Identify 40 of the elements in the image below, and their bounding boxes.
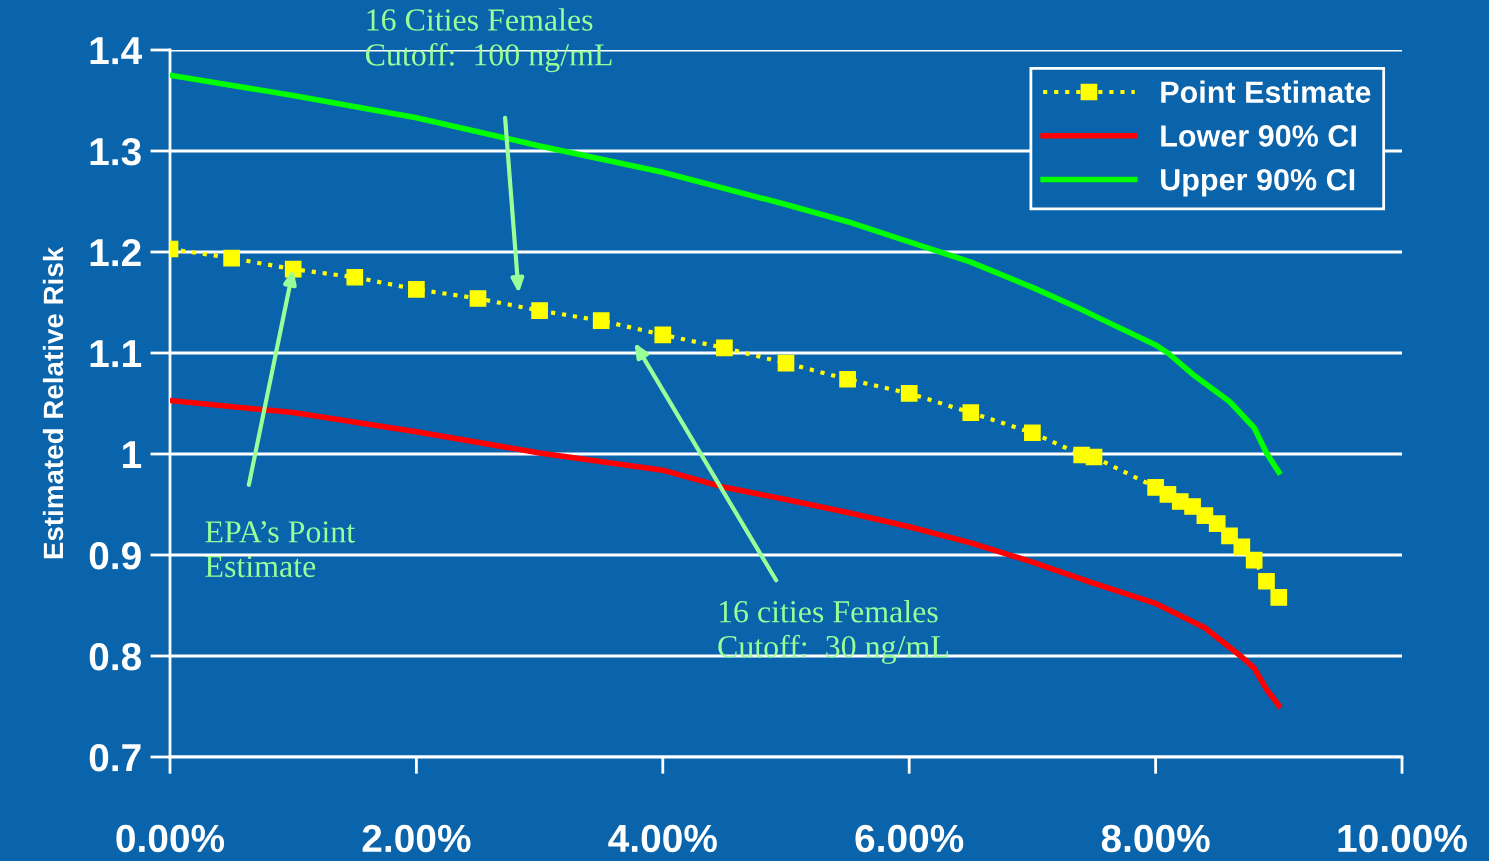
y-axis-title: Estimated Relative Risk (42, 246, 64, 559)
y-tick-label: 1.2 (90, 238, 141, 267)
point (777, 354, 795, 372)
point (408, 281, 425, 298)
point (592, 312, 610, 330)
legend-label: Point Estimate (1161, 80, 1371, 103)
point (654, 326, 672, 344)
point (1221, 527, 1238, 545)
x-tick-label: 8.00% (1101, 824, 1210, 853)
point (900, 385, 918, 402)
y-tick-label: 0.9 (89, 541, 141, 570)
y-tick-label: 1.1 (90, 340, 142, 368)
point (469, 290, 487, 307)
x-tick-label: 4.00% (608, 824, 717, 853)
point (1184, 498, 1201, 515)
point (1085, 448, 1103, 466)
y-tick-label: 0.7 (89, 743, 141, 772)
x-tick-label: 6.00% (855, 824, 964, 853)
y-tick-label: 0.8 (89, 642, 142, 671)
y-tick-label: 1.3 (90, 137, 141, 166)
point (962, 404, 980, 421)
point (1270, 589, 1288, 606)
x-tick-label: 2.00% (362, 824, 471, 853)
point (1208, 515, 1226, 533)
point (716, 339, 733, 357)
legend-label: Lower 90% CI (1161, 125, 1356, 147)
y-tick-label: 1 (123, 441, 142, 469)
point (531, 302, 548, 319)
x-tick-label: 10.00% (1338, 824, 1467, 853)
point (284, 260, 302, 278)
point (839, 370, 856, 388)
point (346, 268, 364, 286)
annotation: EPA’s Point Estimate (205, 521, 355, 578)
point (223, 249, 240, 267)
y-tick-label: 1.4 (90, 37, 143, 65)
point (1245, 551, 1263, 569)
legend-label: Upper 90% CI (1161, 168, 1355, 197)
x-tick-label: 0.00% (116, 824, 225, 853)
point (1024, 424, 1041, 442)
point (1258, 572, 1275, 590)
